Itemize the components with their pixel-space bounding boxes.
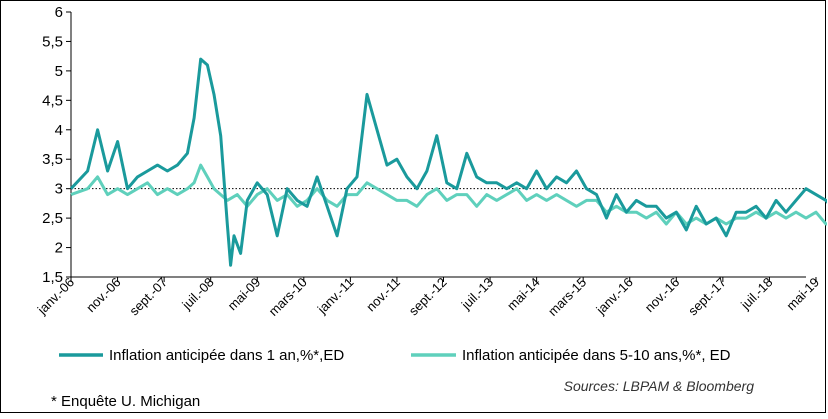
series-line-1y bbox=[69, 57, 828, 267]
x-tick-label: sept.-07 bbox=[126, 275, 170, 319]
series-lines bbox=[69, 57, 828, 267]
legend-label-5-10y: Inflation anticipée dans 5-10 ans,%*, ED bbox=[462, 347, 731, 364]
x-tick-label: janv.-11 bbox=[314, 275, 357, 318]
x-tick-label: juil.-13 bbox=[458, 275, 496, 313]
y-tick-label: 1,5 bbox=[42, 269, 63, 286]
x-tick-label: janv.-16 bbox=[593, 275, 636, 318]
x-tick-label: nov.-11 bbox=[363, 275, 403, 315]
x-tick-label: mai-14 bbox=[504, 275, 543, 314]
legend-label-1y: Inflation anticipée dans 1 an,%*,ED bbox=[109, 347, 344, 364]
series-line-5-10y bbox=[70, 163, 828, 226]
x-tick-label: nov.-16 bbox=[642, 275, 683, 316]
x-tick-label: sept.-17 bbox=[685, 275, 729, 319]
x-tick-label: juil.-18 bbox=[737, 275, 775, 313]
x-tick-label: mai-09 bbox=[225, 275, 264, 314]
x-tick-label: sept.-12 bbox=[406, 275, 450, 319]
legend: Inflation anticipée dans 1 an,%*,ED Infl… bbox=[59, 347, 731, 364]
y-tick-label: 4,5 bbox=[42, 92, 63, 109]
x-tick-label: mars-10 bbox=[266, 275, 310, 319]
y-tick-label: 5 bbox=[55, 63, 63, 80]
x-tick-label: mars-15 bbox=[545, 275, 589, 319]
y-tick-label: 2 bbox=[55, 240, 63, 257]
y-tick-label: 3,5 bbox=[42, 151, 63, 168]
source-note: Sources: LBPAM & Bloomberg bbox=[564, 378, 755, 394]
y-tick-label: 5,5 bbox=[42, 33, 63, 50]
x-tick-label: juil.-08 bbox=[178, 275, 216, 313]
y-tick-label: 2,5 bbox=[42, 210, 63, 227]
x-tick-label: mars-20 bbox=[824, 275, 827, 319]
y-tick-label: 4 bbox=[55, 122, 63, 139]
footnote: * Enquête U. Michigan bbox=[51, 393, 200, 410]
y-tick-label: 3 bbox=[55, 181, 63, 198]
x-tick-label: nov.-06 bbox=[83, 275, 124, 316]
y-tick-label: 6 bbox=[55, 4, 63, 21]
x-tick-label: mai-19 bbox=[783, 275, 822, 314]
